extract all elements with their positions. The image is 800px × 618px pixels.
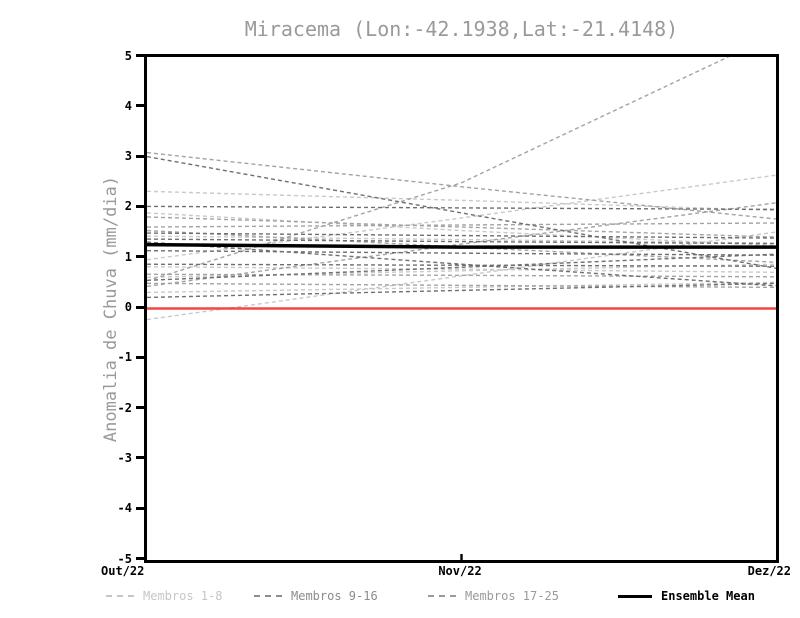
legend-item-ensemble-mean: Ensemble Mean [618,588,755,604]
ensemble-member-line [147,57,730,282]
solid-line-sample-icon [618,594,652,598]
ensemble-member-line [147,266,776,273]
y-axis-tick [136,355,145,359]
ensemble-mean-line [147,242,776,249]
y-axis-tick [136,456,145,460]
ensemble-member-line [147,190,776,212]
ensemble-member-line [147,151,776,220]
chart-title: Miracema (Lon:-42.1938,Lat:-21.4148) [244,17,679,41]
y-tick-label: 1 [124,249,132,264]
dashed-line-sample-icon [428,595,456,597]
y-axis-tick [136,104,145,108]
y-tick-label: -5 [117,551,132,566]
legend-label: Ensemble Mean [661,589,755,603]
ensemble-member-line [147,241,776,287]
legend-label: Membros 17-25 [465,589,559,603]
x-axis-nov-tick [460,554,463,560]
y-axis-tick [136,406,145,410]
y-axis-tick [136,154,145,158]
ensemble-member-line [147,202,776,288]
ensemble-member-line [147,155,776,269]
y-axis-tick [136,305,145,309]
ensemble-member-line [147,231,776,321]
y-tick-label: 0 [124,300,132,314]
legend-item-membros-1-8: Membros 1-8 [106,588,222,604]
y-tick-label: 4 [124,98,132,113]
legend-label: Membros 9-16 [291,589,378,603]
ensemble-member-line [147,222,776,228]
y-tick-label: 5 [124,48,132,63]
y-tick-label: -3 [117,450,132,465]
x-tick-label-nov: Nov/22 [438,564,482,578]
legend-item-membros-17-25: Membros 17-25 [428,588,559,604]
y-tick-label: 3 [124,149,132,164]
legend: Membros 1-8 Membros 9-16 Membros 17-25 E… [0,588,800,608]
dashed-line-sample-icon [106,595,134,597]
plot-canvas [147,57,776,560]
legend-label: Membros 1-8 [143,589,223,603]
plot-area [144,54,779,563]
x-tick-label-out: Out/22 [101,564,145,578]
legend-item-membros-9-16: Membros 9-16 [254,588,378,604]
y-axis-tick [136,506,145,510]
y-tick-label: -4 [117,501,132,516]
y-tick-label: -2 [117,400,132,415]
dashed-line-sample-icon [254,595,282,597]
x-tick-label-dez: Dez/22 [747,564,791,578]
y-axis-tick [136,204,145,208]
y-tick-label: 2 [124,199,132,214]
y-axis-tick [136,557,145,560]
y-axis-tick [136,255,145,259]
y-axis-tick [136,54,145,57]
y-tick-label: -1 [117,350,132,365]
